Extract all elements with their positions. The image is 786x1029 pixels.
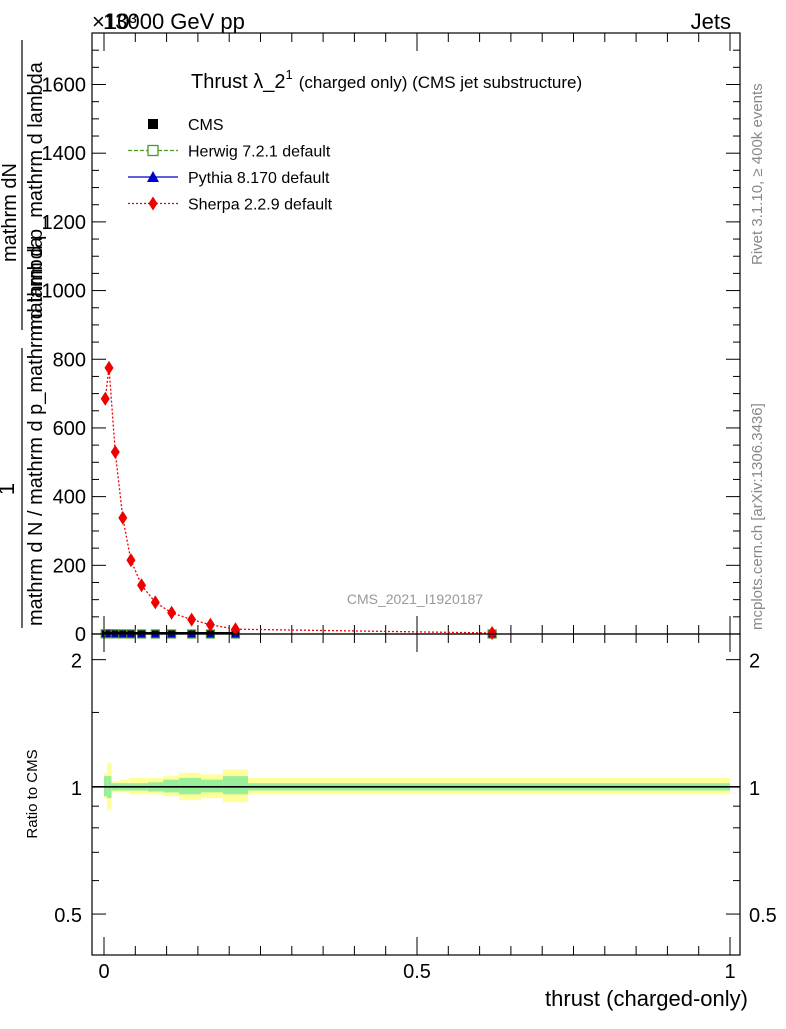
ratio-y-tick-label: 0.5 — [54, 905, 82, 927]
ratio-inner-band — [163, 779, 180, 793]
main-y-tick-label: 400 — [53, 487, 86, 509]
sherpa-point — [167, 605, 177, 620]
ratio-inner-band — [201, 779, 223, 793]
main-y-tick-label: 600 — [53, 418, 86, 440]
main-x-ticks — [103, 33, 731, 634]
sherpa-point — [137, 578, 147, 593]
legend-label-sherpa: Sherpa 2.2.9 default — [188, 197, 333, 214]
main-panel: 0 200 400 600 800 1000 1200 1400 1600 Thrust λ_2… — [42, 32, 741, 646]
ratio-y-tick-label-right: 2 — [749, 651, 760, 673]
sherpa-point — [230, 622, 240, 637]
main-y-ticks: 0 200 400 600 800 1000 1200 1400 1600 — [42, 32, 740, 646]
legend-marker-pythia — [147, 171, 159, 182]
main-y-tick-label: 1000 — [42, 281, 87, 303]
main-y-tick-label: 800 — [53, 349, 86, 371]
sherpa-line — [104, 367, 493, 634]
ratio-y-ticks: 0.5 0.5 1 1 2 2 — [54, 651, 777, 927]
sherpa-point — [487, 625, 497, 640]
analysis-watermark: CMS_2021_I1920187 — [347, 591, 483, 607]
x-axis-label: thrust (charged-only) — [545, 986, 748, 1011]
legend-marker-sherpa — [148, 196, 158, 211]
x-tick-label: 0.5 — [403, 961, 431, 983]
main-y-tick-label: 1200 — [42, 212, 87, 234]
ylabel-prefix-den: mathrm d N / mathrm d p_mathrm d lambda — [25, 236, 47, 626]
title-superscript: 1 — [285, 67, 292, 82]
ratio-y-tick-label-right: 0.5 — [749, 905, 777, 927]
exponent-label: ×10³ — [92, 9, 137, 34]
mcplots-label: mcplots.cern.ch [arXiv:1306.3436] — [749, 403, 766, 630]
header-energy: 13000 GeV pp — [103, 9, 245, 34]
ratio-x-ticks: 0 0.5 1 — [98, 634, 736, 983]
sherpa-point — [100, 391, 110, 406]
ratio-panel: 0.5 0.51 12 2 0 0.5 1 — [54, 633, 777, 983]
sherpa-point — [187, 612, 197, 627]
sherpa-point — [110, 444, 120, 459]
main-y-tick-label: 200 — [53, 555, 86, 577]
legend-marker-herwig — [147, 144, 159, 157]
sherpa-point — [126, 553, 136, 568]
sherpa-point — [104, 360, 114, 375]
ratio-y-tick-label: 1 — [71, 778, 82, 800]
ylabel-num: mathrm dN — [0, 163, 21, 262]
ratio-y-tick-label: 2 — [71, 651, 82, 673]
rivet-label: Rivet 3.1.10, ≥ 400k events — [749, 83, 766, 265]
legend-label-herwig: Herwig 7.2.1 default — [188, 144, 331, 161]
ratio-frame — [91, 633, 741, 956]
legend: CMS Herwig 7.2.1 default Pythia 8.170 defa… — [128, 117, 333, 214]
title-main: Thrust λ_2 — [191, 71, 285, 93]
legend-label-pythia: Pythia 8.170 default — [188, 170, 330, 187]
ratio-y-axis-label: Ratio to CMS — [24, 749, 41, 838]
sherpa-point — [205, 617, 215, 632]
ratio-inner-band — [222, 776, 248, 795]
sherpa-point — [150, 595, 160, 610]
x-tick-label: 0 — [98, 961, 109, 983]
ratio-y-tick-label-right: 1 — [749, 778, 760, 800]
legend-label-cms: CMS — [188, 117, 224, 134]
plot-title: Thrust λ_21 (charged only) (CMS jet subst… — [191, 67, 582, 93]
title-rest: (charged only) (CMS jet substructure) — [299, 73, 582, 92]
x-tick-label: 1 — [724, 961, 735, 983]
main-y-tick-label: 1600 — [42, 75, 87, 97]
sherpa-point — [118, 510, 128, 525]
main-y-tick-label: 0 — [75, 624, 86, 646]
main-y-tick-label: 1400 — [42, 143, 87, 165]
ylabel-den: mathrm d p_mathrm d lambda — [25, 61, 47, 330]
ylabel-prefix-num: 1 — [0, 483, 19, 495]
header-jets: Jets — [691, 9, 731, 34]
main-y-axis-label: 1 mathrm d N / mathrm d p_mathrm d lambd… — [0, 40, 47, 628]
legend-marker-cms — [148, 119, 158, 129]
